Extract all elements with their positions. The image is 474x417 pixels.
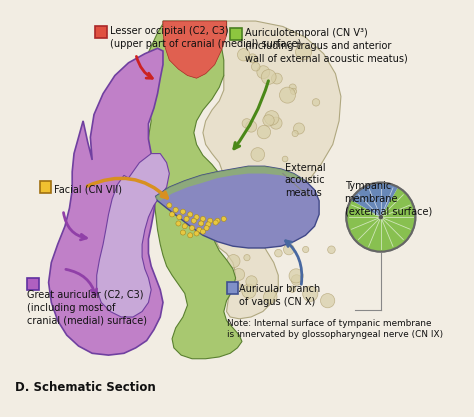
Circle shape (167, 203, 172, 208)
Circle shape (199, 221, 204, 226)
Circle shape (238, 227, 252, 241)
Circle shape (204, 226, 209, 231)
Circle shape (328, 246, 335, 254)
Wedge shape (346, 187, 415, 251)
Circle shape (290, 286, 296, 292)
Text: Lesser occipital (C2, C3)
(upper part of cranial (medial) surface): Lesser occipital (C2, C3) (upper part of… (110, 27, 302, 49)
Text: Tympanic
membrane
(external surface): Tympanic membrane (external surface) (345, 181, 432, 216)
Circle shape (242, 284, 256, 298)
Circle shape (261, 70, 276, 84)
Circle shape (246, 121, 257, 132)
Polygon shape (49, 48, 163, 355)
Circle shape (296, 44, 311, 60)
Circle shape (264, 111, 279, 125)
Circle shape (215, 218, 220, 223)
Circle shape (221, 216, 227, 221)
Circle shape (291, 275, 302, 285)
Circle shape (233, 269, 245, 281)
Circle shape (280, 87, 295, 103)
Circle shape (257, 126, 271, 139)
Text: Facial (CN VII): Facial (CN VII) (54, 184, 122, 194)
FancyBboxPatch shape (230, 28, 242, 40)
Circle shape (292, 131, 298, 137)
Polygon shape (156, 166, 319, 248)
Text: Auriculotemporal (CN V³)
(including tragus and anterior
wall of external acousti: Auriculotemporal (CN V³) (including trag… (245, 28, 408, 64)
Polygon shape (97, 153, 169, 317)
Circle shape (188, 233, 193, 238)
Circle shape (320, 294, 335, 308)
Circle shape (270, 117, 282, 129)
Circle shape (248, 54, 257, 63)
Circle shape (237, 48, 250, 61)
Circle shape (201, 229, 205, 234)
Circle shape (283, 244, 294, 255)
Circle shape (302, 246, 309, 253)
Circle shape (213, 220, 218, 225)
Circle shape (282, 156, 288, 162)
Circle shape (264, 290, 277, 304)
FancyBboxPatch shape (27, 278, 38, 290)
Wedge shape (351, 183, 398, 217)
Circle shape (188, 212, 193, 217)
Circle shape (173, 207, 178, 212)
Circle shape (303, 286, 318, 301)
Circle shape (194, 215, 199, 220)
Circle shape (346, 183, 415, 251)
Circle shape (184, 216, 189, 221)
Circle shape (272, 73, 282, 84)
Polygon shape (142, 21, 242, 359)
Circle shape (251, 63, 260, 71)
Text: Great auricular (C2, C3)
(including most of
cranial (medial) surface): Great auricular (C2, C3) (including most… (27, 290, 147, 325)
Polygon shape (156, 166, 306, 201)
Circle shape (244, 254, 250, 261)
Text: External
acoustic
meatus: External acoustic meatus (284, 163, 325, 198)
Circle shape (251, 148, 264, 161)
Circle shape (191, 218, 196, 223)
Circle shape (201, 216, 205, 221)
Circle shape (177, 215, 182, 220)
Circle shape (379, 215, 383, 219)
Circle shape (274, 249, 282, 257)
Text: D. Schematic Section: D. Schematic Section (15, 381, 156, 394)
Circle shape (197, 227, 202, 232)
FancyBboxPatch shape (227, 282, 238, 294)
Circle shape (257, 66, 270, 79)
Circle shape (312, 99, 320, 106)
Circle shape (181, 230, 185, 235)
Circle shape (206, 222, 211, 227)
Polygon shape (203, 21, 341, 319)
Circle shape (181, 209, 185, 214)
Circle shape (242, 119, 252, 128)
Circle shape (208, 218, 213, 223)
Circle shape (263, 115, 274, 126)
Circle shape (190, 226, 194, 231)
Circle shape (256, 173, 272, 188)
Circle shape (289, 269, 303, 283)
Text: Auricular branch
of vagus (CN X): Auricular branch of vagus (CN X) (239, 284, 320, 307)
FancyBboxPatch shape (95, 27, 107, 38)
Circle shape (170, 212, 174, 217)
Circle shape (227, 254, 240, 268)
Circle shape (293, 123, 305, 134)
Circle shape (281, 199, 287, 206)
Circle shape (182, 224, 187, 229)
Text: Note: Internal surface of tympanic membrane
is innervated by glossopharyngeal ne: Note: Internal surface of tympanic membr… (227, 319, 443, 339)
Polygon shape (163, 21, 227, 78)
Circle shape (291, 88, 297, 94)
Circle shape (289, 84, 296, 91)
FancyBboxPatch shape (39, 181, 51, 193)
Circle shape (232, 282, 240, 290)
Circle shape (194, 231, 199, 236)
Circle shape (246, 276, 257, 287)
Circle shape (176, 221, 181, 226)
